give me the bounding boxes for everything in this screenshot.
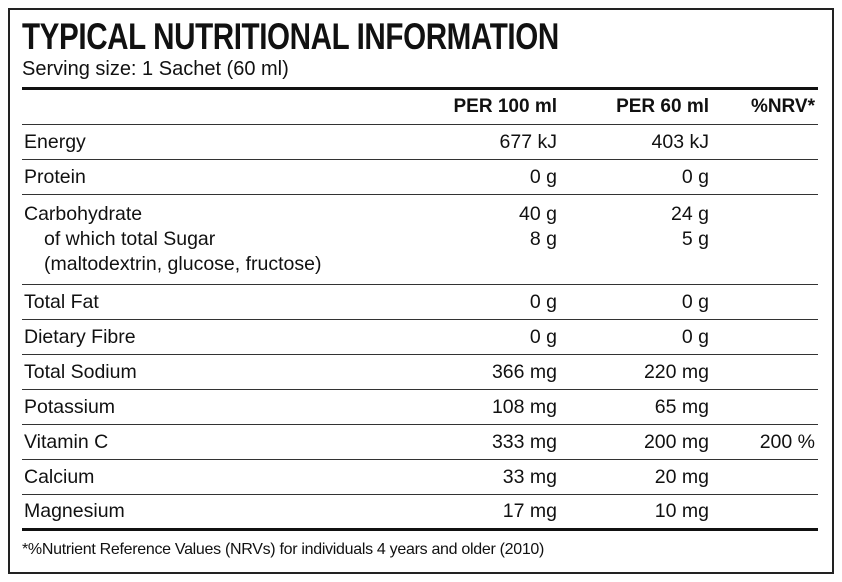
empty-cell [712, 195, 818, 285]
sub-value: 8 g [529, 228, 557, 250]
value-per-100ml: 0 g [529, 290, 557, 313]
value-per-60ml: 10 mg [654, 500, 709, 522]
nutrient-row: Carbohydrate of which total Sugar (maltode… [22, 195, 818, 285]
nutrient-name: Potassium [24, 395, 116, 418]
value-per-100ml: 333 mg [491, 430, 557, 453]
value-per-60ml: 220 mg [643, 360, 709, 383]
nutrient-name: Carbohydrate of which total Sugar (maltode… [22, 195, 440, 285]
value-per-100ml: 366 mg [491, 360, 557, 383]
spacer [442, 252, 557, 277]
value: 40 g [519, 203, 557, 225]
value-per-60ml: 0 g [681, 165, 709, 188]
value-per-100ml: 0 g [529, 325, 557, 348]
nutrient-name: Vitamin C [24, 430, 109, 453]
nutrient-name-line: Carbohydrate [24, 203, 143, 225]
header-row: PER 100 ml PER 60 ml %NRV* [22, 88, 818, 125]
value-per-60ml: 65 mg [654, 395, 709, 418]
empty-cell [712, 160, 818, 195]
column-header: %NRV* [750, 96, 815, 117]
value-per-60ml: 0 g [681, 325, 709, 348]
nutrient-row: Potassium 108 mg 65 mg [22, 390, 818, 425]
nutrition-table: PER 100 ml PER 60 ml %NRV* Energy 677 kJ 403… [22, 87, 818, 531]
value-per-60ml: 200 mg [643, 430, 709, 453]
footnote: *%Nutrient Reference Values (NRVs) for i… [22, 541, 545, 558]
empty-cell [712, 355, 818, 390]
empty-cell [712, 320, 818, 355]
nutrient-name: Energy [24, 130, 86, 153]
value-per-60ml: 403 kJ [651, 130, 709, 153]
spacer [562, 252, 709, 277]
column-header: PER 60 ml [616, 96, 709, 117]
subtitle: Serving size: 1 Sachet (60 ml) [22, 58, 289, 80]
empty-cell [712, 495, 818, 530]
value-per-100ml: 677 kJ [499, 130, 557, 153]
title: TYPICAL NUTRITIONAL INFORMATION [22, 16, 559, 57]
sub-nutrient-note: (maltodextrin, glucose, fructose) [44, 253, 322, 275]
nutrient-name: Magnesium [24, 500, 125, 522]
header-cell [22, 89, 440, 125]
nutrient-row: Total Fat 0 g 0 g [22, 285, 818, 320]
empty-cell [712, 285, 818, 320]
nutrient-row: Magnesium 17 mg 10 mg [22, 495, 818, 530]
value-per-100ml: 0 g [529, 165, 557, 188]
sub-value: 5 g [681, 228, 709, 250]
nutrient-name: Dietary Fibre [24, 325, 136, 348]
nutrient-row: Energy 677 kJ 403 kJ [22, 125, 818, 160]
empty-cell [712, 390, 818, 425]
value-per-100ml: 33 mg [502, 465, 557, 488]
sub-nutrient-name: of which total Sugar [44, 228, 216, 250]
value-per-60ml: 0 g [681, 290, 709, 313]
nutrient-row: Vitamin C 333 mg 200 mg 200 % [22, 425, 818, 460]
nutrient-name: Total Sodium [24, 360, 137, 383]
nutrient-row: Protein 0 g 0 g [22, 160, 818, 195]
empty-cell [712, 460, 818, 495]
empty-cell [712, 125, 818, 160]
nutrient-row: Total Sodium 366 mg 220 mg [22, 355, 818, 390]
value-nrv: 200 % [759, 430, 815, 453]
value-per-60ml: 20 mg [654, 465, 709, 488]
nutrient-name: Total Fat [24, 290, 99, 313]
nutrient-row: Calcium 33 mg 20 mg [22, 460, 818, 495]
value-per-100ml: 40 g 8 g [440, 195, 560, 285]
nutrient-name: Protein [24, 165, 86, 188]
value-per-100ml: 17 mg [502, 500, 557, 522]
value: 24 g [671, 203, 709, 225]
nutrient-name: Calcium [24, 465, 95, 488]
nutrition-panel: TYPICAL NUTRITIONAL INFORMATION Serving … [8, 8, 834, 574]
nutrient-row: Dietary Fibre 0 g 0 g [22, 320, 818, 355]
column-header: PER 100 ml [453, 96, 558, 117]
value-per-100ml: 108 mg [491, 395, 557, 418]
value-per-60ml: 24 g 5 g [560, 195, 712, 285]
